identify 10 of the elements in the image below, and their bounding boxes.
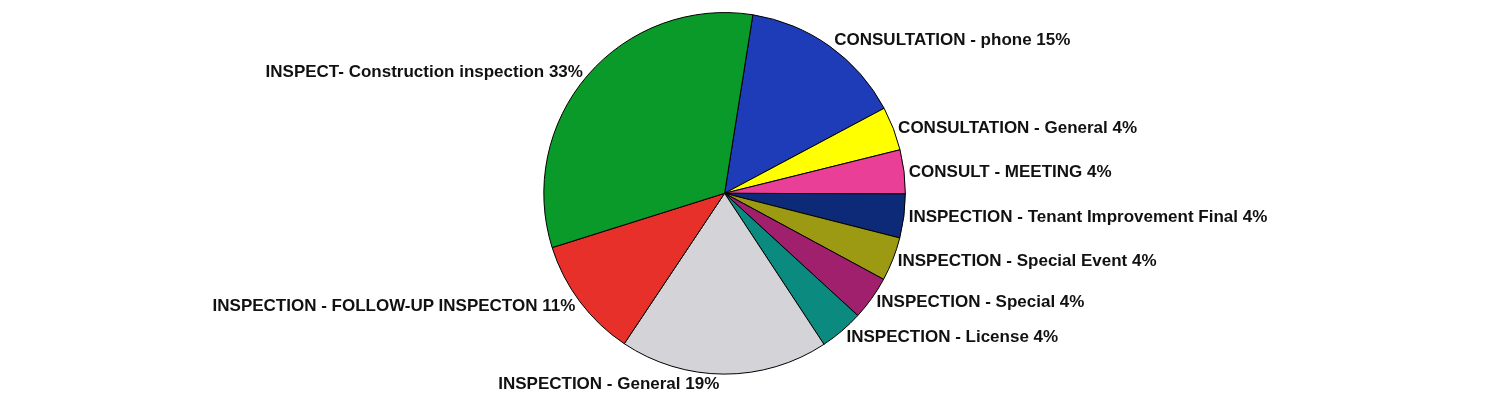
slice-label: INSPECTION - Special 4% bbox=[876, 291, 1085, 311]
slice-label: INSPECTION - Special Event 4% bbox=[897, 250, 1157, 270]
slice-label: INSPECTION - License 4% bbox=[846, 326, 1059, 346]
slice-label: CONSULTATION - General 4% bbox=[898, 117, 1138, 137]
slice-label: CONSULT - MEETING 4% bbox=[908, 162, 1112, 182]
slice-label: CONSULTATION - phone 15% bbox=[834, 30, 1071, 50]
slice-label: INSPECTION - General 19% bbox=[498, 374, 720, 394]
slice-label: INSPECTION - Tenant Improvement Final 4% bbox=[908, 206, 1268, 226]
slice-label: INSPECTION - FOLLOW-UP INSPECTON 11% bbox=[212, 295, 576, 315]
slice-label: INSPECT- Construction inspection 33% bbox=[265, 61, 583, 81]
